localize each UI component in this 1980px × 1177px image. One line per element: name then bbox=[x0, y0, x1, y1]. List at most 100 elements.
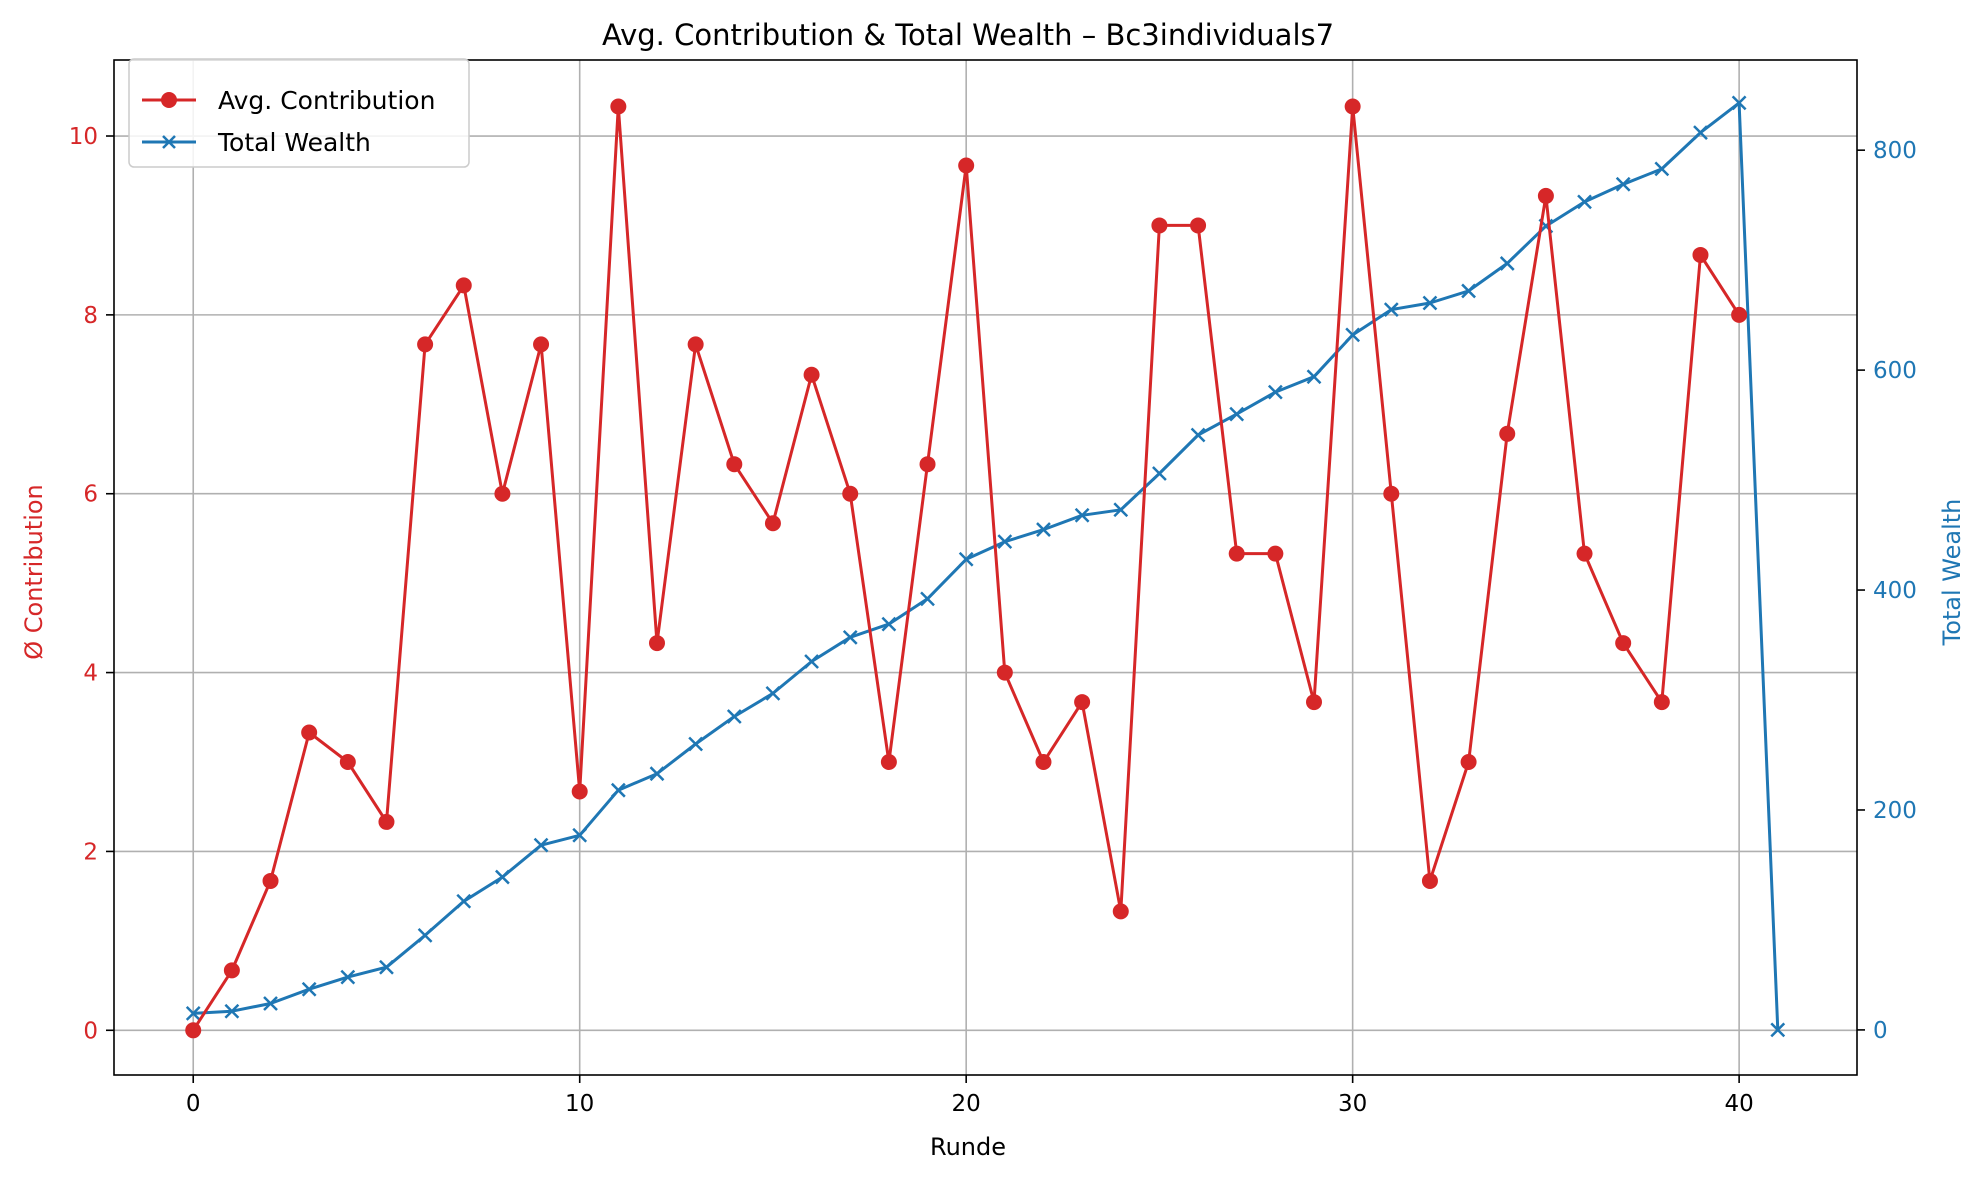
left-y-tick-label: 6 bbox=[83, 482, 98, 508]
total-wealth-point bbox=[997, 534, 1013, 550]
x-tick-label: 10 bbox=[565, 1091, 594, 1117]
avg-contribution-point bbox=[880, 754, 897, 771]
avg-contribution-series bbox=[185, 98, 1748, 1039]
total-wealth-point bbox=[263, 996, 278, 1011]
total-wealth-point bbox=[1267, 384, 1283, 400]
total-wealth-point bbox=[572, 827, 588, 843]
avg-contribution-point bbox=[185, 1022, 202, 1039]
total-wealth-series bbox=[185, 95, 1786, 1038]
total-wealth-point bbox=[1770, 1022, 1786, 1038]
avg-contribution-point bbox=[1615, 635, 1632, 652]
avg-contribution-point bbox=[1692, 246, 1709, 263]
avg-contribution-point bbox=[1074, 694, 1091, 711]
avg-contribution-point bbox=[1190, 217, 1207, 234]
left-y-axis-label: Ø Contribution bbox=[20, 484, 48, 660]
left-y-tick-label: 10 bbox=[69, 124, 98, 150]
legend-wealth-label: Total Wealth bbox=[217, 128, 371, 157]
avg-contribution-point bbox=[1267, 545, 1284, 562]
avg-contribution-point bbox=[1035, 754, 1052, 771]
right-y-tick-label: 400 bbox=[1873, 578, 1917, 604]
avg-contribution-point bbox=[803, 366, 820, 383]
right-y-tick-label: 200 bbox=[1873, 798, 1917, 824]
avg-contribution-point bbox=[1653, 694, 1670, 711]
right-y-tick-label: 800 bbox=[1873, 138, 1917, 164]
total-wealth-point bbox=[1422, 295, 1438, 311]
x-tick-label: 40 bbox=[1724, 1091, 1753, 1117]
legend: Avg. Contribution Total Wealth bbox=[128, 58, 470, 168]
x-tick-label: 20 bbox=[952, 1091, 981, 1117]
avg-contribution-point bbox=[1731, 306, 1748, 323]
total-wealth-point bbox=[1152, 466, 1167, 481]
total-wealth-point bbox=[920, 591, 935, 607]
legend-contribution-marker bbox=[161, 92, 177, 108]
right-y-tick-label: 600 bbox=[1873, 358, 1917, 384]
avg-contribution-point bbox=[262, 872, 279, 889]
total-wealth-point bbox=[185, 1006, 201, 1021]
avg-contribution-point bbox=[1499, 425, 1516, 442]
avg-contribution-point bbox=[919, 456, 936, 473]
total-wealth-point bbox=[881, 616, 897, 632]
x-axis-label: Runde bbox=[930, 1133, 1006, 1161]
total-wealth-point bbox=[224, 1003, 240, 1019]
avg-contribution-point bbox=[687, 336, 704, 353]
total-wealth-point bbox=[1654, 161, 1670, 177]
avg-contribution-point bbox=[533, 336, 550, 353]
avg-contribution-point bbox=[1576, 545, 1593, 562]
total-wealth-point bbox=[688, 736, 704, 752]
avg-contribution-point bbox=[339, 754, 356, 771]
total-wealth-line bbox=[193, 101, 1780, 1030]
avg-contribution-point bbox=[1421, 872, 1438, 889]
total-wealth-point bbox=[340, 969, 356, 985]
avg-contribution-point bbox=[648, 635, 665, 652]
total-wealth-point bbox=[301, 981, 317, 997]
left-y-tick-label: 2 bbox=[83, 839, 98, 865]
left-y-tick-label: 4 bbox=[83, 661, 98, 687]
avg-contribution-point bbox=[1306, 694, 1323, 711]
plot-frame bbox=[113, 59, 1858, 1076]
avg-contribution-point bbox=[764, 515, 781, 532]
total-wealth-point bbox=[1306, 369, 1322, 385]
total-wealth-point bbox=[1731, 95, 1747, 111]
total-wealth-point bbox=[1615, 176, 1631, 192]
total-wealth-point bbox=[958, 551, 974, 567]
total-wealth-point bbox=[1577, 194, 1592, 210]
avg-contribution-point bbox=[1151, 217, 1168, 234]
total-wealth-point bbox=[1693, 125, 1708, 140]
x-tick-label: 30 bbox=[1338, 1091, 1367, 1117]
total-wealth-point bbox=[1190, 427, 1206, 443]
total-wealth-point bbox=[804, 654, 819, 669]
avg-contribution-point bbox=[1537, 187, 1554, 204]
total-wealth-point bbox=[1461, 283, 1476, 299]
avg-contribution-point bbox=[1460, 754, 1477, 771]
avg-contribution-point bbox=[726, 456, 743, 473]
chart-title: Avg. Contribution & Total Wealth – Bc3in… bbox=[602, 18, 1334, 52]
grid-layer bbox=[114, 60, 1857, 1075]
total-wealth-point bbox=[1074, 507, 1090, 523]
total-wealth-point bbox=[417, 927, 433, 943]
avg-contribution-point bbox=[301, 724, 318, 741]
total-wealth-point bbox=[1036, 522, 1051, 537]
total-wealth-point bbox=[533, 837, 549, 853]
avg-contribution-point bbox=[571, 783, 588, 800]
total-wealth-point bbox=[495, 869, 510, 885]
total-wealth-point bbox=[379, 959, 394, 975]
avg-contribution-point bbox=[1383, 485, 1400, 502]
avg-contribution-point bbox=[958, 157, 975, 174]
total-wealth-point bbox=[649, 766, 665, 782]
avg-contribution-point bbox=[1112, 903, 1129, 920]
total-wealth-point bbox=[1383, 302, 1399, 318]
avg-contribution-point bbox=[223, 962, 240, 979]
avg-contribution-point bbox=[842, 485, 859, 502]
total-wealth-point bbox=[456, 893, 472, 909]
total-wealth-point bbox=[765, 686, 781, 701]
total-wealth-point bbox=[842, 629, 858, 645]
total-wealth-point bbox=[1345, 327, 1361, 343]
avg-contribution-point bbox=[378, 813, 395, 830]
left-y-tick-label: 8 bbox=[83, 303, 98, 329]
avg-contribution-point bbox=[1344, 98, 1361, 115]
avg-contribution-point bbox=[455, 277, 472, 294]
x-tick-label: 0 bbox=[186, 1091, 201, 1117]
